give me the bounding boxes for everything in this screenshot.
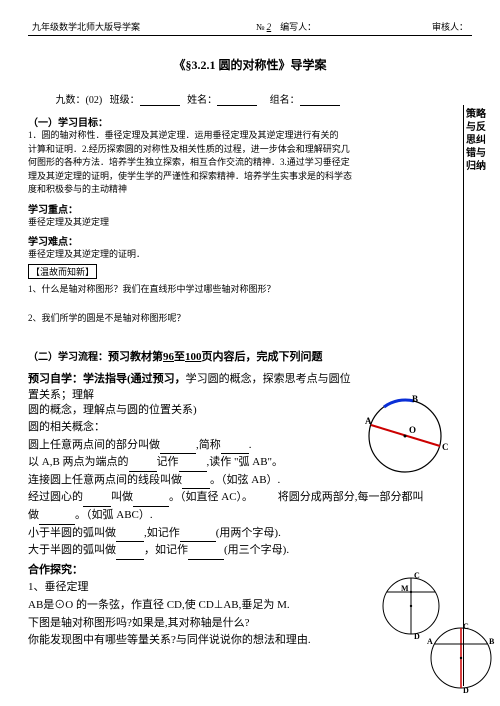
header-left: 九年级数学北师大版导学案: [32, 20, 140, 33]
focus-body: 垂径定理及其逆定理: [28, 216, 358, 230]
line-c7: 小于半圆的弧叫做,如记作(用两个字母).: [28, 525, 472, 543]
header-divider: [28, 35, 472, 36]
line-c2: 圆上任意两点间的部分叫做,简称.: [28, 437, 358, 455]
line-c4: 连接圆上任意两点间的线段叫做。（如弦 AB）.: [28, 472, 358, 490]
difficulty-head: 学习难点：: [28, 233, 358, 248]
info-row: 九数：(02) 班级： 姓名： 组名：: [28, 91, 472, 106]
svg-text:B: B: [412, 394, 418, 404]
line-c3: 以 A,B 两点为端点的记作,读作 "弧 AB"。: [28, 454, 358, 472]
svg-text:B: B: [489, 637, 495, 646]
review-q1: 1、什么是轴对称图形？我们在直线形中学过哪些轴对称图形？: [28, 283, 358, 297]
line-c5: 经过圆心的叫做。（如直径 AC）。 将圆分成两部分,每一部分都叫: [28, 489, 472, 507]
sidebar-divider: [463, 105, 464, 686]
svg-text:D: D: [463, 686, 469, 695]
section1-body: 1．圆的轴对称性．垂径定理及其逆定理．运用垂径定理及其逆定理进行有关的 计算和证…: [28, 129, 358, 197]
line-c6: 做。（如弧 ABC）.: [28, 507, 472, 525]
section1-head: （一）学习目标：: [28, 114, 358, 129]
preview-selfstudy: 预习自学：学法指导(通过预习，学习圆的概念，探索思考点与圆位置关系；理解: [28, 370, 358, 402]
svg-text:A: A: [365, 416, 372, 426]
line-concept: 圆的概念，理解点与圆的位置关系): [28, 402, 358, 420]
line-c8: 大于半圆的弧叫做，如记作(用三个字母).: [28, 542, 472, 560]
difficulty-body: 垂径定理及其逆定理的证明．: [28, 248, 358, 262]
svg-text:A: A: [427, 637, 433, 646]
header-center: № 2 编写人：: [256, 20, 316, 33]
section2-head: （二）学习流程：预习教材第96至100页内容后，完成下列问题: [28, 348, 358, 364]
svg-text:M: M: [401, 584, 409, 593]
svg-text:O: O: [409, 425, 416, 435]
figure-circle-abcd: A B C D: [424, 618, 498, 699]
figure-circle-abc: A B C O: [360, 394, 450, 481]
focus-head: 学习重点：: [28, 201, 358, 216]
line-c1: 圆的相关概念：: [28, 419, 358, 437]
svg-text:C: C: [442, 442, 449, 452]
review-q2: 2、我们所学的圆是不是轴对称图形呢？: [28, 312, 358, 326]
doc-title: 《§3.2.1 圆的对称性》导学案: [28, 56, 472, 73]
header-right: 审核人：: [432, 20, 468, 33]
svg-text:D: D: [414, 632, 420, 641]
review-box: 【温故而知新】: [28, 264, 97, 279]
svg-text:C: C: [414, 571, 420, 580]
svg-text:C: C: [463, 622, 469, 631]
sidebar-notes: 策略 与反 思纠 错与 归纳: [466, 108, 486, 173]
